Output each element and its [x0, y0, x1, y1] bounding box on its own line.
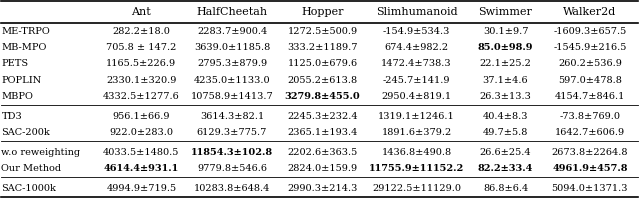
Text: MB-MPO: MB-MPO [1, 43, 47, 52]
Text: 9779.8±546.6: 9779.8±546.6 [197, 164, 267, 173]
Text: 3639.0±1185.8: 3639.0±1185.8 [194, 43, 270, 52]
Text: PETS: PETS [1, 59, 29, 68]
Text: -154.9±534.3: -154.9±534.3 [383, 27, 450, 36]
Text: 4154.7±846.1: 4154.7±846.1 [555, 92, 625, 101]
Text: 1642.7±606.9: 1642.7±606.9 [555, 128, 625, 137]
Text: 1319.1±1246.1: 1319.1±1246.1 [378, 112, 455, 121]
Text: Ant: Ant [131, 7, 151, 17]
Text: 2795.3±879.9: 2795.3±879.9 [197, 59, 267, 68]
Text: 4961.9±457.8: 4961.9±457.8 [552, 164, 628, 173]
Text: 333.2±1189.7: 333.2±1189.7 [287, 43, 358, 52]
Text: 1165.5±226.9: 1165.5±226.9 [106, 59, 177, 68]
Text: 1436.8±490.8: 1436.8±490.8 [381, 148, 452, 157]
Text: w.o reweighting: w.o reweighting [1, 148, 81, 157]
Text: Slimhumanoid: Slimhumanoid [376, 7, 458, 17]
Text: 2330.1±320.9: 2330.1±320.9 [106, 76, 177, 85]
Text: 1125.0±679.6: 1125.0±679.6 [287, 59, 358, 68]
Text: 49.7±5.8: 49.7±5.8 [483, 128, 528, 137]
Text: 1472.4±738.3: 1472.4±738.3 [381, 59, 452, 68]
Text: 30.1±9.7: 30.1±9.7 [483, 27, 528, 36]
Text: 37.1±4.6: 37.1±4.6 [483, 76, 529, 85]
Text: 1272.5±500.9: 1272.5±500.9 [287, 27, 358, 36]
Text: Our Method: Our Method [1, 164, 61, 173]
Text: ME-TRPO: ME-TRPO [1, 27, 50, 36]
Text: -245.7±141.9: -245.7±141.9 [383, 76, 451, 85]
Text: 26.6±25.4: 26.6±25.4 [480, 148, 531, 157]
Text: 2055.2±613.8: 2055.2±613.8 [287, 76, 358, 85]
Text: 2990.3±214.3: 2990.3±214.3 [287, 184, 358, 193]
Text: 3614.3±82.1: 3614.3±82.1 [200, 112, 264, 121]
Text: Swimmer: Swimmer [479, 7, 532, 17]
Text: 2673.8±2264.8: 2673.8±2264.8 [552, 148, 628, 157]
Text: 4332.5±1277.6: 4332.5±1277.6 [103, 92, 180, 101]
Text: 22.1±25.2: 22.1±25.2 [479, 59, 531, 68]
Text: -1545.9±216.5: -1545.9±216.5 [553, 43, 627, 52]
Text: 10758.9±1413.7: 10758.9±1413.7 [191, 92, 273, 101]
Text: 3279.8±455.0: 3279.8±455.0 [285, 92, 360, 101]
Text: 597.0±478.8: 597.0±478.8 [558, 76, 622, 85]
Text: -73.8±769.0: -73.8±769.0 [559, 112, 620, 121]
Text: 82.2±33.4: 82.2±33.4 [478, 164, 533, 173]
Text: 5094.0±1371.3: 5094.0±1371.3 [552, 184, 628, 193]
Text: 4235.0±1133.0: 4235.0±1133.0 [194, 76, 270, 85]
Text: 1891.6±379.2: 1891.6±379.2 [381, 128, 452, 137]
Text: 40.4±8.3: 40.4±8.3 [483, 112, 528, 121]
Text: HalfCheetah: HalfCheetah [196, 7, 268, 17]
Text: SAC-1000k: SAC-1000k [1, 184, 56, 193]
Text: POPLIN: POPLIN [1, 76, 42, 85]
Text: 29122.5±11129.0: 29122.5±11129.0 [372, 184, 461, 193]
Text: 2365.1±193.4: 2365.1±193.4 [287, 128, 358, 137]
Text: 674.4±982.2: 674.4±982.2 [385, 43, 449, 52]
Text: 2283.7±900.4: 2283.7±900.4 [197, 27, 267, 36]
Text: 282.2±18.0: 282.2±18.0 [113, 27, 170, 36]
Text: 2950.4±819.1: 2950.4±819.1 [381, 92, 452, 101]
Text: 4994.9±719.5: 4994.9±719.5 [106, 184, 177, 193]
Text: 4614.4±931.1: 4614.4±931.1 [104, 164, 179, 173]
Text: 6129.3±775.7: 6129.3±775.7 [197, 128, 267, 137]
Text: TD3: TD3 [1, 112, 22, 121]
Text: MBPO: MBPO [1, 92, 33, 101]
Text: 260.2±536.9: 260.2±536.9 [558, 59, 622, 68]
Text: -1609.3±657.5: -1609.3±657.5 [553, 27, 627, 36]
Text: 922.0±283.0: 922.0±283.0 [109, 128, 173, 137]
Text: SAC-200k: SAC-200k [1, 128, 50, 137]
Text: 85.0±98.9: 85.0±98.9 [478, 43, 533, 52]
Text: 2202.6±363.5: 2202.6±363.5 [287, 148, 358, 157]
Text: 11854.3±102.8: 11854.3±102.8 [191, 148, 273, 157]
Text: 10283.8±648.4: 10283.8±648.4 [194, 184, 270, 193]
Text: 2824.0±159.9: 2824.0±159.9 [287, 164, 358, 173]
Text: 2245.3±232.4: 2245.3±232.4 [287, 112, 358, 121]
Text: 11755.9±11152.2: 11755.9±11152.2 [369, 164, 464, 173]
Text: 26.3±13.3: 26.3±13.3 [479, 92, 531, 101]
Text: 956.1±66.9: 956.1±66.9 [113, 112, 170, 121]
Text: 86.8±6.4: 86.8±6.4 [483, 184, 528, 193]
Text: Hopper: Hopper [301, 7, 344, 17]
Text: Walker2d: Walker2d [563, 7, 616, 17]
Text: 4033.5±1480.5: 4033.5±1480.5 [103, 148, 180, 157]
Text: 705.8 ± 147.2: 705.8 ± 147.2 [106, 43, 177, 52]
